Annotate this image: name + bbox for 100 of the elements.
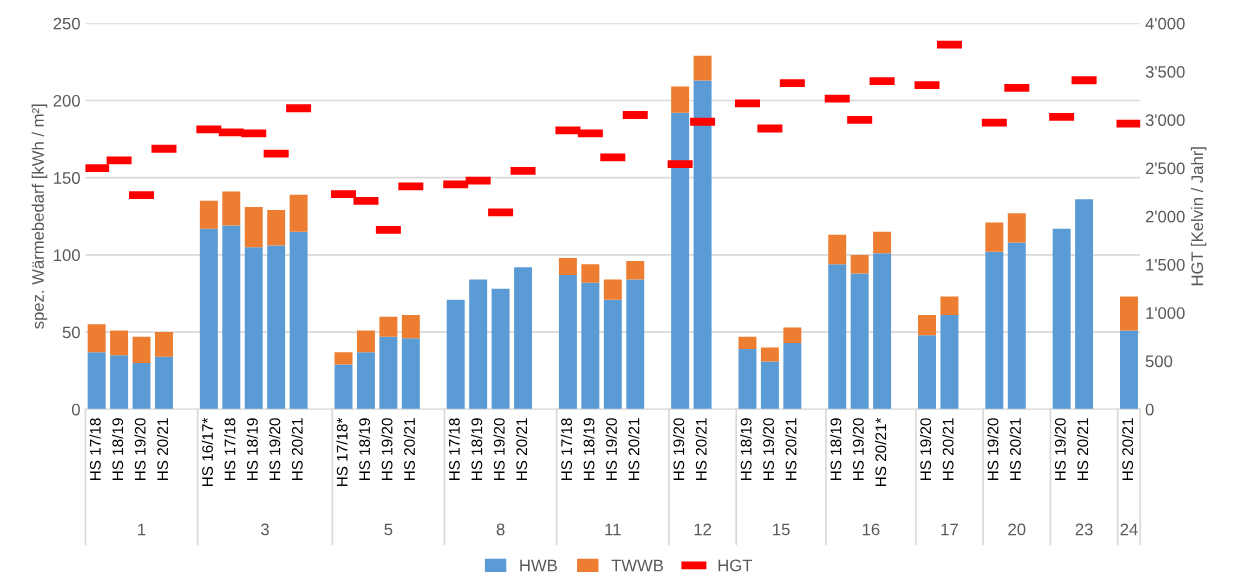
bar <box>626 261 645 280</box>
x-tick-label: HS 20/21 <box>1009 418 1021 481</box>
text: 20 <box>1008 523 1026 536</box>
bar <box>289 194 308 232</box>
text: 17 <box>941 523 958 536</box>
bar <box>87 352 106 410</box>
bar <box>783 342 802 410</box>
y-tick-label: 200 <box>53 94 80 107</box>
bar <box>760 347 779 362</box>
bar <box>154 332 173 357</box>
bar <box>244 247 263 410</box>
bar <box>873 231 892 254</box>
y2-tick-label: 2'000 <box>1145 210 1185 223</box>
text: 11 <box>605 523 621 536</box>
bar <box>918 335 936 410</box>
bar <box>356 330 375 353</box>
bar <box>222 191 241 226</box>
y-tick-label: 100 <box>54 249 80 262</box>
x-tick-label: HS 17/18* <box>336 417 348 486</box>
y2-tick-label: 3'500 <box>1145 65 1185 78</box>
bar <box>1120 330 1138 410</box>
bar <box>110 355 129 410</box>
bar <box>985 222 1004 252</box>
bar <box>356 352 375 410</box>
bar <box>154 356 173 410</box>
bar <box>401 315 420 339</box>
bar <box>1075 199 1094 410</box>
bar <box>1007 213 1026 243</box>
x-tick-label: HS 17/18 <box>89 418 101 481</box>
bar <box>87 324 106 353</box>
x-tick-label: HS 20/21 <box>156 418 169 481</box>
x-tick-label: HS 17/18 <box>448 418 460 481</box>
bar <box>1007 242 1026 410</box>
y-tick-label: 50 <box>62 326 80 339</box>
x-tick-label: HS 20/21 <box>291 418 303 481</box>
bar <box>760 361 779 410</box>
bar <box>828 264 847 410</box>
bar <box>850 254 869 274</box>
x-tick-label: HS 17/18 <box>224 418 236 481</box>
text: 24 <box>1120 523 1138 536</box>
bar <box>469 279 488 410</box>
bar <box>401 338 420 410</box>
bar <box>985 251 1004 410</box>
bar <box>626 279 645 410</box>
bar <box>199 200 218 229</box>
x-tick-label: HS 20/21 <box>403 418 415 481</box>
y2-tick-label: 1'000 <box>1146 307 1185 319</box>
bar <box>850 273 869 410</box>
y-axis-title: spez. Wärmebedarf [kWh / m²] <box>31 104 48 329</box>
bar <box>1052 228 1071 410</box>
bar <box>267 210 286 246</box>
bar <box>783 327 802 343</box>
x-tick-label: HS 19/20 <box>1054 418 1066 481</box>
bar <box>334 364 353 410</box>
text: 15 <box>773 523 790 536</box>
bar <box>918 315 936 336</box>
x-tick-label: HS 18/19 <box>583 418 595 481</box>
bar <box>603 279 622 300</box>
x-tick-label: HS 19/20 <box>381 418 393 481</box>
x-tick-label: HS 19/20 <box>493 418 505 481</box>
bar <box>581 282 600 410</box>
bar <box>873 253 892 410</box>
x-tick-label: HS 18/19 <box>111 418 124 481</box>
x-tick-label: HS 17/18 <box>560 418 573 481</box>
text: 5 <box>384 523 393 536</box>
legend-label: HWB <box>520 559 557 572</box>
text: 8 <box>496 523 505 536</box>
x-tick-label: HS 20/21 <box>628 418 640 481</box>
text: 3 <box>260 523 269 536</box>
text: 12 <box>694 523 712 536</box>
y-tick-label: 150 <box>54 172 80 184</box>
y2-tick-label: 500 <box>1145 355 1173 368</box>
bar <box>671 112 690 410</box>
x-tick-label: HS 19/20 <box>762 418 775 481</box>
text: 23 <box>1075 523 1093 536</box>
x-tick-label: HS 19/20 <box>605 418 617 481</box>
y2-axis-title: HGT [Kelvin / Jahr] <box>1190 147 1207 286</box>
y2-tick-label: 2'500 <box>1145 162 1185 175</box>
x-tick-label: HS 18/19 <box>358 418 371 481</box>
bar <box>558 257 577 275</box>
x-tick-label: HS 19/20 <box>852 418 864 481</box>
x-tick-label: HS 20/21 <box>695 418 707 481</box>
bar <box>1120 296 1138 331</box>
text: 1 <box>138 523 146 536</box>
bar <box>738 336 757 350</box>
bar <box>446 299 465 410</box>
bar <box>940 296 959 316</box>
bar <box>244 207 263 248</box>
x-tick-label: HS 19/20 <box>919 418 932 481</box>
y-tick-label: 250 <box>53 17 80 30</box>
x-tick-label: HS 19/20 <box>134 418 146 481</box>
x-tick-label: HS 18/19 <box>471 418 483 481</box>
bar <box>132 362 151 410</box>
bar <box>738 349 757 410</box>
x-tick-label: HS 20/21 <box>515 418 528 481</box>
bar <box>110 330 129 356</box>
bar <box>379 336 398 410</box>
bar <box>514 267 533 410</box>
bar <box>581 264 600 283</box>
y-tick-label: 0 <box>71 403 80 416</box>
